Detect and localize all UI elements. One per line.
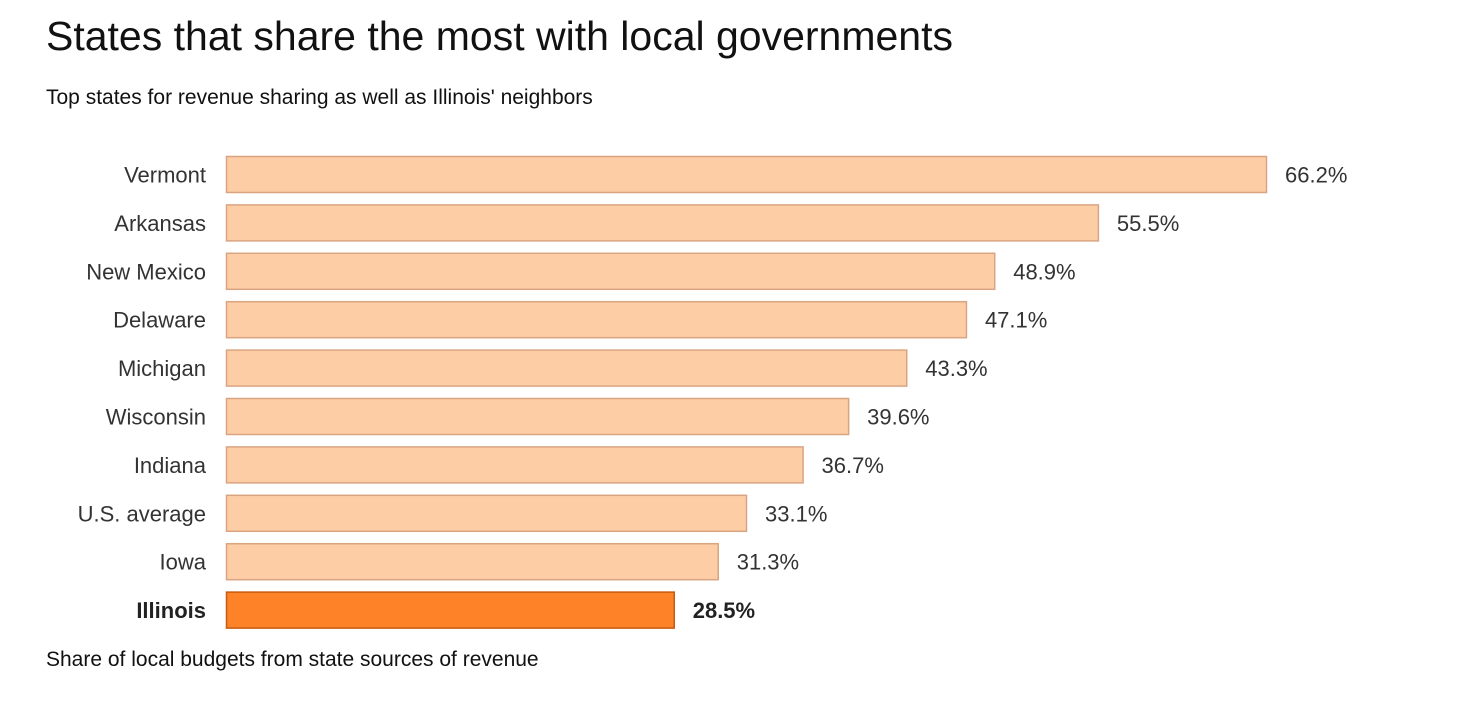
bar-delaware [225, 300, 968, 339]
bar-michigan [225, 349, 908, 387]
value-label-delaware: 47.1% [985, 308, 1047, 333]
value-label-u-s-average: 33.1% [765, 501, 827, 526]
bar-illinois [225, 591, 675, 629]
category-label-illinois: Illinois [136, 598, 206, 623]
bar-vermont [225, 155, 1268, 194]
x-axis-label: Share of local budgets from state source… [46, 648, 539, 671]
value-label-indiana: 36.7% [822, 453, 884, 478]
value-label-iowa: 31.3% [737, 550, 799, 575]
category-label-vermont: Vermont [124, 163, 206, 188]
category-label-arkansas: Arkansas [114, 211, 206, 236]
category-label-wisconsin: Wisconsin [106, 405, 206, 430]
value-label-arkansas: 55.5% [1117, 211, 1179, 236]
category-label-u-s-average: U.S. average [78, 501, 206, 526]
bar-indiana [225, 446, 804, 484]
bar-arkansas [225, 204, 1100, 242]
category-label-new-mexico: New Mexico [86, 259, 206, 284]
chart-title: States that share the most with local go… [46, 13, 954, 59]
category-label-indiana: Indiana [134, 453, 207, 478]
bar-new-mexico [225, 252, 996, 291]
value-label-vermont: 66.2% [1285, 163, 1347, 188]
bar-u-s-average [225, 494, 748, 533]
category-label-delaware: Delaware [113, 308, 206, 333]
bar-wisconsin [225, 397, 850, 436]
value-label-wisconsin: 39.6% [867, 405, 929, 430]
value-label-michigan: 43.3% [925, 356, 987, 381]
category-label-michigan: Michigan [118, 356, 206, 381]
chart-subtitle: Top states for revenue sharing as well a… [46, 86, 593, 109]
bars-group: Vermont 66.2% Arkansas 55.5% New Mexico 48.9%… [78, 155, 1347, 629]
bar-iowa [225, 542, 719, 581]
value-label-new-mexico: 48.9% [1013, 259, 1075, 284]
value-label-illinois: 28.5% [693, 598, 755, 623]
category-label-iowa: Iowa [160, 550, 207, 575]
